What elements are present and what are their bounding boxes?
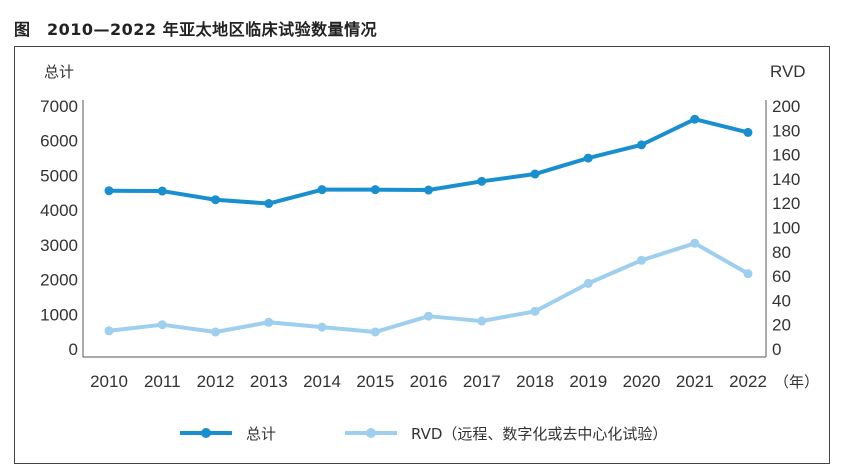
x-tick-label: 2020 — [623, 372, 661, 391]
legend-label-1: 总计 — [246, 425, 276, 443]
right-tick-label: 60 — [772, 267, 791, 286]
x-tick-label: 2015 — [356, 372, 394, 391]
data-point-2 — [743, 269, 753, 279]
left-tick-label: 1000 — [40, 305, 78, 324]
x-tick-label: 2018 — [516, 372, 554, 391]
data-point-1 — [583, 153, 593, 163]
right-tick-label: 140 — [772, 170, 800, 189]
x-tick-label: 2022 — [729, 372, 767, 391]
x-tick-label: 2011 — [144, 372, 181, 391]
data-point-1 — [264, 199, 274, 209]
right-tick-label: 40 — [772, 291, 791, 310]
x-tick-label: 2014 — [303, 372, 341, 391]
x-tick-label: 2012 — [197, 372, 235, 391]
left-tick-label: 4000 — [40, 201, 78, 220]
data-point-1 — [477, 176, 487, 186]
data-point-1 — [743, 127, 753, 137]
data-point-2 — [637, 255, 646, 265]
data-point-1 — [211, 195, 220, 205]
legend-marker-2 — [366, 428, 376, 438]
data-point-2 — [424, 311, 433, 321]
right-tick-label: 200 — [772, 97, 800, 116]
x-tick-label: 2017 — [463, 372, 501, 391]
data-point-1 — [104, 186, 114, 196]
data-point-2 — [583, 278, 593, 288]
x-axis-unit: （年） — [774, 373, 819, 391]
x-tick-label: 2019 — [569, 372, 607, 391]
data-point-2 — [370, 327, 380, 337]
data-point-2 — [264, 317, 274, 327]
right-tick-label: 120 — [772, 194, 800, 213]
right-tick-label: 100 — [772, 219, 800, 238]
data-point-2 — [530, 306, 540, 316]
x-tick-label: 2010 — [90, 372, 128, 391]
data-point-1 — [157, 186, 167, 196]
x-tick-label: 2013 — [250, 372, 288, 391]
left-tick-label: 6000 — [40, 132, 78, 151]
right-tick-label: 160 — [772, 146, 800, 165]
legend-marker-1 — [201, 428, 211, 438]
left-tick-label: 2000 — [40, 271, 78, 290]
data-point-2 — [690, 238, 700, 248]
data-point-1 — [370, 185, 380, 195]
right-tick-label: 80 — [772, 243, 791, 262]
data-point-1 — [424, 185, 433, 195]
left-axis-label: 总计 — [44, 63, 74, 81]
left-tick-label: 5000 — [40, 166, 78, 185]
chart-frame — [14, 46, 830, 464]
data-point-2 — [317, 322, 327, 332]
chart-title: 图 2010—2022 年亚太地区临床试验数量情况 — [14, 20, 378, 39]
data-point-2 — [157, 320, 167, 330]
data-point-2 — [104, 326, 114, 336]
left-tick-label: 7000 — [40, 97, 78, 116]
data-point-2 — [211, 327, 220, 337]
left-tick-label: 3000 — [40, 236, 78, 255]
data-point-1 — [530, 169, 540, 179]
left-tick-label: 0 — [69, 340, 78, 359]
right-tick-label: 180 — [772, 121, 800, 140]
data-point-2 — [477, 316, 487, 326]
right-axis-label: RVD — [770, 62, 806, 81]
right-tick-label: 0 — [772, 340, 781, 359]
x-tick-label: 2021 — [676, 372, 714, 391]
x-tick-label: 2016 — [410, 372, 448, 391]
legend-label-2: RVD（远程、数字化或去中心化试验） — [411, 425, 667, 443]
data-point-1 — [690, 114, 700, 124]
data-point-1 — [317, 185, 327, 195]
data-point-1 — [637, 140, 646, 150]
right-tick-label: 20 — [772, 316, 791, 335]
